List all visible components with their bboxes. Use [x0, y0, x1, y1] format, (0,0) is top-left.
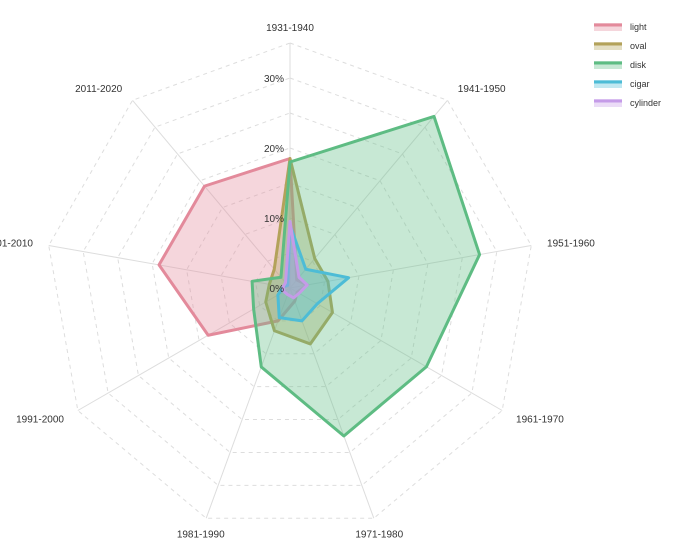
radial-tick-label: 30% — [264, 74, 284, 85]
legend-item-disk[interactable]: disk — [594, 60, 647, 70]
label-layer: 0% 10% 20% 30% 1931-1940 1941-1950 1951-1960 19… — [0, 23, 595, 540]
legend-swatch-fill — [594, 61, 622, 69]
category-label-1931-1940: 1931-1940 — [266, 23, 314, 34]
axis-spoke-1981-1990 — [205, 287, 291, 519]
legend-swatch-fill — [594, 42, 622, 50]
legend-swatch-fill — [594, 99, 622, 107]
legend-swatch-fill — [594, 80, 622, 88]
series-disk-area[interactable] — [250, 114, 482, 438]
category-label-1941-1950: 1941-1950 — [458, 84, 506, 95]
axis-spoke-1971-1980 — [289, 287, 375, 519]
category-label-1961-1970: 1961-1970 — [516, 415, 564, 426]
legend-item-oval[interactable]: oval — [594, 41, 647, 51]
axis-spoke-2011-2020 — [132, 99, 291, 289]
grid-ring-35 — [48, 42, 532, 519]
category-label-1981-1990: 1981-1990 — [177, 529, 225, 540]
legend-label: light — [630, 22, 647, 32]
axis-spoke-1951-1960 — [289, 244, 532, 289]
legend-item-light[interactable]: light — [594, 22, 647, 32]
legend-item-cigar[interactable]: cigar — [594, 79, 650, 89]
legend-label: disk — [630, 60, 647, 70]
category-label-2011-2020: 2011-2020 — [75, 84, 123, 95]
legend-label: cigar — [630, 79, 650, 89]
category-label-1971-1980: 1971-1980 — [355, 529, 403, 540]
category-label-2001-2010: 2001-2010 — [0, 239, 33, 250]
axis-spoke-1961-1970 — [289, 287, 503, 411]
axis-spoke-2001-2010 — [48, 244, 291, 289]
grid-ring-15 — [186, 182, 394, 388]
legend-swatch-fill — [594, 23, 622, 31]
radial-tick-label: 0% — [270, 284, 285, 295]
radial-tick-label: 10% — [264, 214, 284, 225]
axis-spoke-1941-1950 — [289, 99, 448, 289]
radial-tick-label: 20% — [264, 144, 284, 155]
legend-label: oval — [630, 41, 647, 51]
series-cylinder-area[interactable] — [281, 220, 309, 300]
legend-label: cylinder — [630, 98, 661, 108]
series-light-area[interactable] — [157, 157, 309, 337]
legend-item-cylinder[interactable]: cylinder — [594, 98, 661, 108]
category-label-1991-2000: 1991-2000 — [16, 415, 64, 426]
grid-ring-25 — [117, 112, 463, 453]
legend[interactable]: light oval disk cigar cylinder — [594, 22, 661, 108]
series-layer — [157, 114, 482, 438]
category-label-1951-1960: 1951-1960 — [547, 239, 595, 250]
